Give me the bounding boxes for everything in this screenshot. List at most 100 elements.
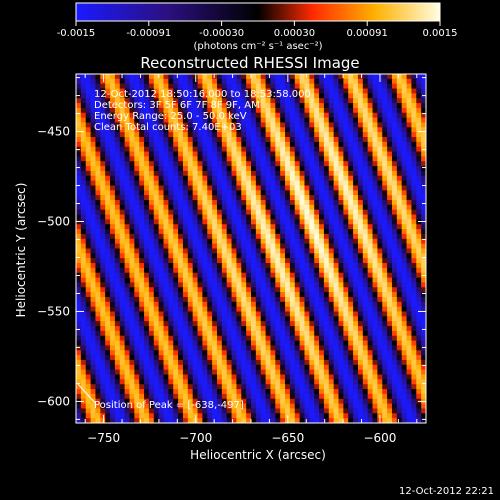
heatmap-cell [299,277,306,284]
heatmap-cell [406,389,413,395]
heatmap-cell [241,117,247,124]
heatmap-cell [323,141,330,148]
heatmap-cell [275,340,281,347]
heatmap-cell [401,122,408,128]
heatmap-cell [207,83,213,90]
heatmap-cell [197,180,203,187]
heatmap-cell [265,200,272,206]
heatmap-cell [221,369,228,376]
heatmap-cell [80,161,87,167]
heatmap-cell [421,93,426,99]
heatmap-cell [406,238,413,245]
heatmap-cell [212,224,218,230]
heatmap-cell [221,292,228,298]
heatmap-cell [357,292,364,298]
heatmap-cell [231,335,238,342]
heatmap-cell [216,204,223,211]
heatmap-cell [251,374,257,380]
heatmap-cell [289,311,296,317]
heatmap-cell [270,340,276,347]
heatmap-cell [289,345,296,351]
heatmap-cell [285,204,291,211]
heatmap-cell [187,156,194,162]
heatmap-cell [377,103,383,109]
heatmap-cell [275,253,281,259]
heatmap-cell [178,161,184,167]
heatmap-cell [353,122,359,128]
heatmap-cell [299,326,306,332]
heatmap-cell [226,219,233,225]
heatmap-cell [236,287,242,293]
heatmap-cell [221,316,228,322]
heatmap-cell [124,408,131,414]
heatmap-cell [153,224,160,230]
heatmap-cell [168,345,174,351]
heatmap-cell [202,384,208,390]
heatmap-cell [134,141,140,148]
heatmap-cell [144,374,150,380]
heatmap-cell [260,103,267,109]
heatmap-cell [241,175,247,182]
heatmap-cell [226,107,233,114]
heatmap-cell [192,292,199,298]
heatmap-cell [236,311,242,317]
heatmap-cell [114,379,121,385]
heatmap-cell [328,156,335,162]
heatmap-cell [163,364,169,371]
heatmap-cell [148,180,155,187]
heatmap-cell [265,369,272,376]
heatmap-cell [85,209,92,216]
heatmap-cell [158,204,165,211]
heatmap-cell [343,117,349,124]
heatmap-cell [416,374,422,380]
heatmap-cell [236,359,242,366]
heatmap-cell [124,292,131,298]
heatmap-cell [119,117,126,124]
heatmap-cell [124,98,131,104]
heatmap-cell [148,161,155,167]
heatmap-cell [241,185,247,191]
heatmap-cell [246,355,252,361]
heatmap-cell [163,282,169,288]
heatmap-cell [362,233,369,240]
heatmap-cell [221,132,228,138]
heatmap-cell [76,103,82,109]
heatmap-cell [416,166,422,172]
heatmap-cell [372,277,378,284]
heatmap-cell [246,185,252,191]
heatmap-cell [251,277,257,284]
heatmap-cell [280,359,286,366]
heatmap-cell [148,306,155,313]
heatmap-cell [163,374,169,380]
heatmap-cell [275,175,281,182]
heatmap-cell [221,83,228,90]
heatmap-cell [168,190,174,196]
heatmap-cell [265,359,272,366]
heatmap-cell [367,364,374,371]
heatmap-cell [197,141,203,148]
heatmap-cell [406,292,413,298]
heatmap-cell [357,369,364,376]
heatmap-cell [333,364,340,371]
heatmap-cell [207,292,213,298]
heatmap-cell [231,103,238,109]
heatmap-cell [153,393,160,400]
heatmap-cell [406,78,413,85]
heatmap-cell [319,301,325,308]
heatmap-cell [168,316,174,322]
heatmap-cell [255,78,262,85]
heatmap-cell [236,146,242,153]
heatmap-cell [406,282,413,288]
heatmap-cell [319,253,325,259]
heatmap-cell [119,301,126,308]
heatmap-cell [255,326,262,332]
heatmap-cell [163,384,169,390]
heatmap-cell [80,258,87,264]
heatmap-cell [362,311,369,317]
heatmap-cell [148,200,155,206]
heatmap-cell [144,369,150,376]
heatmap-cell [90,200,97,206]
heatmap-cell [387,301,393,308]
heatmap-cell [280,74,286,80]
heatmap-cell [216,403,223,410]
